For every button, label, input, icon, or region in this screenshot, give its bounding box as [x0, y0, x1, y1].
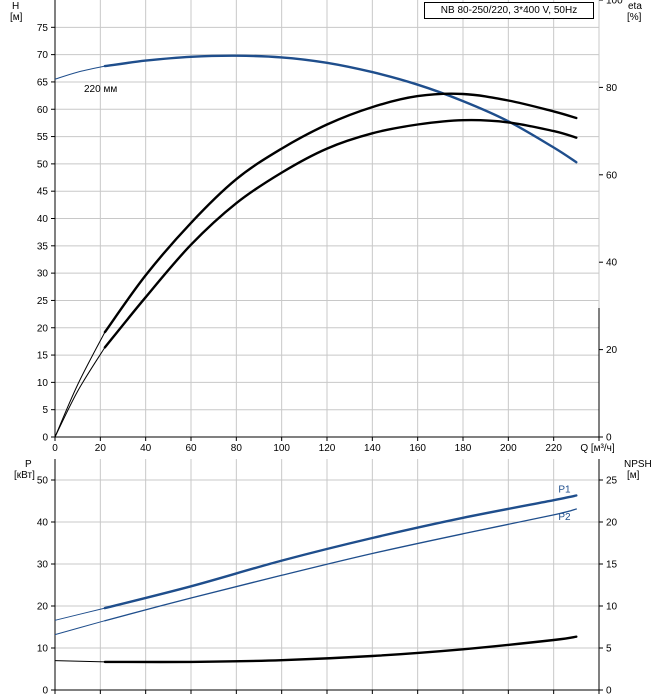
plot-panel-1: 0 5 10 15 20 25 30 35 40 45 50 55 60 65 70 75 0 20 40 60 80 1…: [37, 0, 623, 454]
series-label-p2: P2: [558, 512, 571, 523]
y-left-tick-label: 0: [42, 433, 48, 444]
y-left-tick-label: 40: [37, 518, 49, 529]
y-left-tick-label: 30: [37, 560, 49, 571]
series-line-p1-extension: [54, 607, 106, 621]
head-axis-unit: [м]: [10, 12, 23, 23]
x-tick-label: 20: [95, 443, 107, 454]
y-left-tick-label: 30: [37, 269, 49, 280]
x-tick-label: 0: [52, 443, 58, 454]
y-left-tick-label: 25: [37, 296, 49, 307]
series-line-p1-3-extension: [54, 347, 106, 438]
x-axis-label: Q [м³/ч]: [580, 443, 615, 454]
series-label-p1: P1: [558, 485, 571, 496]
series-line-p1-3: [103, 118, 578, 349]
y-left-tick-label: 65: [37, 77, 49, 88]
head-axis-title: H: [12, 1, 20, 12]
y-left-tick-label: 40: [37, 214, 49, 225]
y-right-tick-label: 80: [606, 83, 618, 94]
curve-annotation: 220 мм: [84, 84, 117, 95]
x-tick-label: 220: [545, 443, 562, 454]
series-line-p2: [104, 508, 577, 622]
eta-axis-title: eta: [628, 1, 642, 12]
series-line-p2-3-extension: [54, 660, 105, 663]
y-right-tick-label: 25: [606, 476, 618, 487]
series-line-p1: [103, 494, 578, 610]
x-tick-label: 40: [140, 443, 152, 454]
plot-panel-2: 0 10 20 30 40 50 0 5 10 15 20 25 P1 P2: [37, 459, 618, 697]
y-left-tick-label: 55: [37, 132, 49, 143]
series-line-p1-2: [103, 92, 578, 334]
x-tick-label: 120: [319, 443, 336, 454]
series-line-p2-extension: [54, 620, 106, 636]
x-tick-label: 160: [409, 443, 426, 454]
chart-title: NB 80-250/220, 3*400 V, 50Hz: [424, 2, 594, 19]
y-right-tick-label: 20: [606, 518, 618, 529]
y-left-tick-label: 50: [37, 476, 49, 487]
y-right-tick-label: 0: [606, 433, 612, 444]
y-left-tick-label: 75: [37, 23, 49, 34]
x-tick-label: 100: [273, 443, 290, 454]
y-right-tick-label: 10: [606, 602, 618, 613]
y-left-tick-label: 35: [37, 241, 49, 252]
y-left-tick-label: 20: [37, 323, 49, 334]
y-left-tick-label: 45: [37, 187, 49, 198]
y-left-tick-label: 10: [37, 378, 49, 389]
y-left-tick-label: 15: [37, 351, 49, 362]
power-axis-unit: [кВт]: [14, 470, 35, 481]
eta-axis-unit: [%]: [627, 12, 642, 23]
y-right-tick-label: 20: [606, 345, 618, 356]
y-right-tick-label: 60: [606, 170, 618, 181]
y-right-tick-label: 100: [606, 0, 623, 7]
npsh-axis-title: NPSH: [624, 459, 652, 470]
y-right-tick-label: 0: [606, 686, 612, 697]
y-left-tick-label: 60: [37, 105, 49, 116]
y-left-tick-label: 10: [37, 644, 49, 655]
x-tick-label: 180: [455, 443, 472, 454]
power-axis-title: P: [25, 459, 32, 470]
npsh-axis-unit: [м]: [627, 470, 640, 481]
series-line-p2-3: [103, 635, 578, 664]
x-tick-label: 60: [185, 443, 197, 454]
y-left-tick-label: 50: [37, 159, 49, 170]
y-right-tick-label: 15: [606, 560, 618, 571]
series-line-p1-1-extension: [54, 65, 106, 80]
y-left-tick-label: 0: [42, 686, 48, 697]
y-right-tick-label: 40: [606, 258, 618, 269]
x-tick-label: 140: [364, 443, 381, 454]
y-right-tick-label: 5: [606, 644, 612, 655]
series-line-p1-2-extension: [54, 331, 106, 438]
y-left-tick-label: 70: [37, 50, 49, 61]
y-left-tick-label: 5: [42, 405, 48, 416]
x-tick-label: 80: [231, 443, 243, 454]
y-left-tick-label: 20: [37, 602, 49, 613]
x-tick-label: 200: [500, 443, 517, 454]
